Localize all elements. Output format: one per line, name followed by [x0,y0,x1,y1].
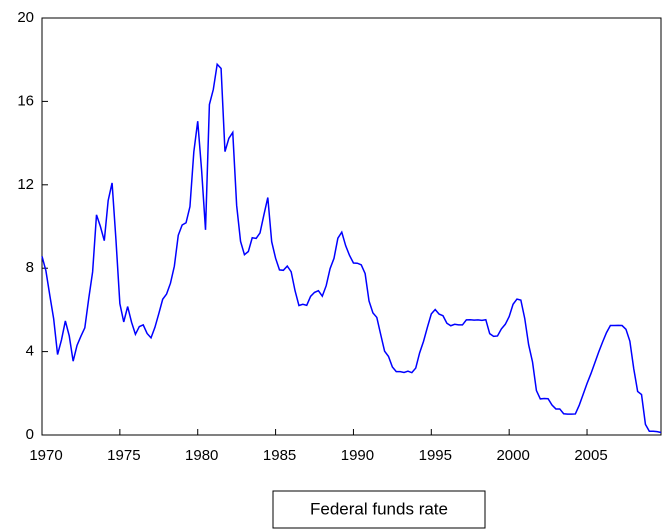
y-tick-label: 0 [26,426,34,443]
x-tick-label: 2005 [574,447,607,464]
y-tick-label: 16 [17,92,34,109]
x-tick-label: 2000 [496,447,529,464]
x-tick-label: 1985 [263,447,296,464]
data-line [41,62,662,434]
x-tick-label: 1995 [419,447,452,464]
plot-frame [41,17,662,436]
y-tick-label: 4 [26,343,34,360]
x-tick-label: 1980 [185,447,218,464]
y-tick-label: 20 [17,9,34,26]
x-tick-label: 1970 [29,447,62,464]
y-tick-label: 12 [17,176,34,193]
legend-box [272,490,486,529]
legend-label: Federal funds rate [310,499,448,518]
x-tick-label: 1990 [341,447,374,464]
x-tick-label: 1975 [107,447,140,464]
y-tick-label: 8 [26,259,34,276]
